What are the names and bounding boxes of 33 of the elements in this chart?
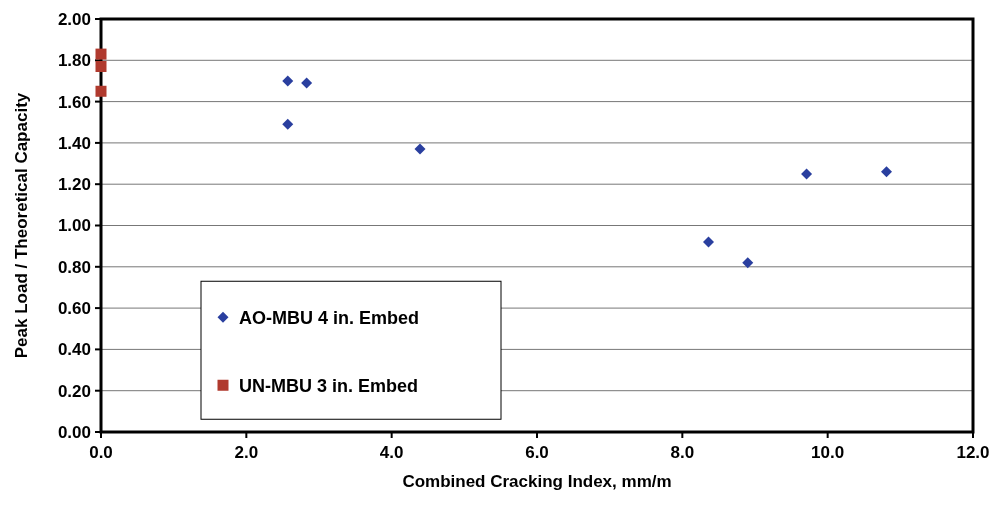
x-tick-label: 10.0 xyxy=(811,443,845,462)
point xyxy=(95,61,107,72)
y-tick-label: 0.40 xyxy=(57,340,91,360)
y-tick-label: 2.00 xyxy=(57,9,91,29)
point xyxy=(801,168,813,180)
point xyxy=(282,118,294,130)
x-tick-label: 4.0 xyxy=(379,443,404,462)
point xyxy=(95,85,107,97)
y-tick-label: 1.80 xyxy=(57,51,91,71)
x-tick-label: 12.0 xyxy=(956,443,990,462)
y-tick-label: 1.60 xyxy=(57,92,91,112)
point xyxy=(414,143,426,155)
y-tick-label: 0.60 xyxy=(57,299,91,319)
point xyxy=(282,75,294,87)
x-tick-label: 2.0 xyxy=(234,443,259,462)
y-tick-label: 1.20 xyxy=(57,175,91,195)
y-axis-title: Peak Load / Theoretical Capacity xyxy=(12,92,31,359)
y-tick-label: 1.00 xyxy=(57,216,91,236)
point xyxy=(301,77,313,89)
legend-label: UN-MBU 3 in. Embed xyxy=(239,375,419,396)
x-tick-label: 8.0 xyxy=(670,443,695,462)
point xyxy=(95,48,107,60)
x-axis-title: Combined Cracking Index, mm/m xyxy=(402,472,672,491)
point xyxy=(742,257,754,269)
y-tick-label: 1.40 xyxy=(57,133,91,153)
point xyxy=(702,236,714,248)
legend-label: AO-MBU 4 in. Embed xyxy=(239,307,420,328)
point xyxy=(881,166,893,178)
x-tick-label: 6.0 xyxy=(525,443,549,462)
x-tick-label: 0.0 xyxy=(89,443,113,462)
y-tick-label: 0.20 xyxy=(57,381,91,401)
y-tick-label: 0.80 xyxy=(57,257,91,277)
y-tick-label: 0.00 xyxy=(57,422,91,442)
